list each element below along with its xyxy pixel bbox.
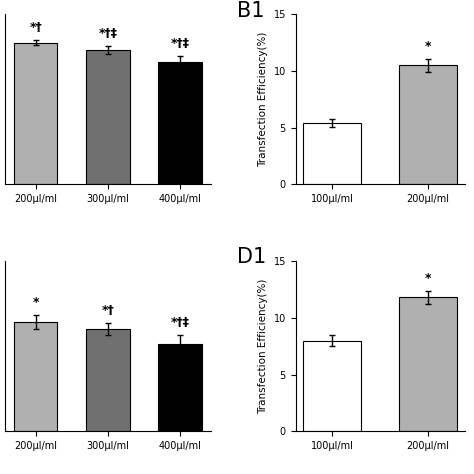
Bar xyxy=(399,297,457,431)
Text: *†‡: *†‡ xyxy=(99,27,118,40)
Text: *†: *† xyxy=(29,21,42,34)
Bar xyxy=(86,329,129,431)
Text: *†‡: *†‡ xyxy=(171,316,190,329)
Y-axis label: Transfection Efficiency(%): Transfection Efficiency(%) xyxy=(258,32,268,167)
Text: *†‡: *†‡ xyxy=(171,37,190,50)
Bar xyxy=(14,322,57,431)
Bar xyxy=(158,62,202,184)
Text: B1: B1 xyxy=(237,0,264,20)
Text: *†: *† xyxy=(101,304,114,317)
Bar xyxy=(303,123,361,184)
Bar xyxy=(14,43,57,184)
Bar xyxy=(399,65,457,184)
Text: *: * xyxy=(425,40,431,53)
Text: D1: D1 xyxy=(237,247,266,267)
Bar xyxy=(86,50,129,184)
Text: *: * xyxy=(33,296,39,309)
Bar xyxy=(303,340,361,431)
Y-axis label: Transfection Efficiency(%): Transfection Efficiency(%) xyxy=(258,279,268,414)
Bar xyxy=(158,344,202,431)
Text: *: * xyxy=(425,272,431,285)
